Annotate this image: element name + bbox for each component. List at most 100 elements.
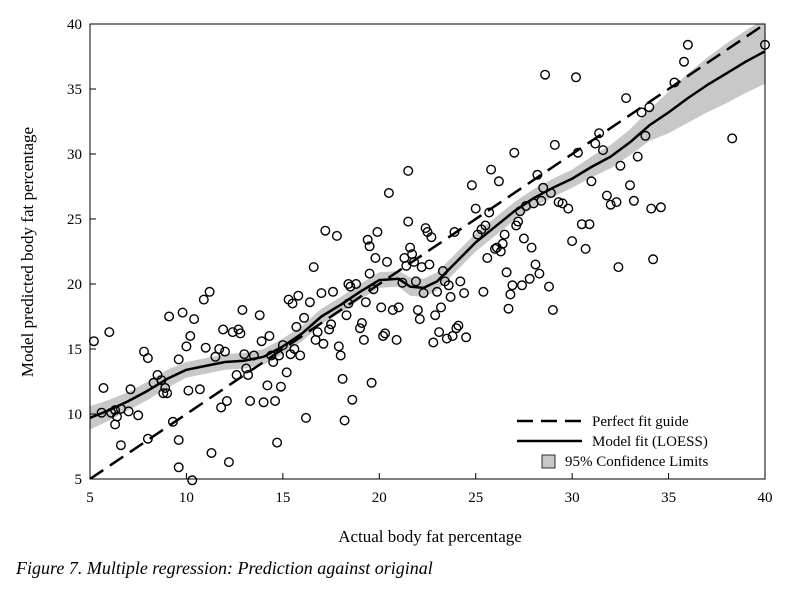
data-point <box>304 297 315 308</box>
data-point <box>156 375 167 386</box>
data-point <box>291 321 302 332</box>
data-point <box>679 56 690 67</box>
y-tick-label: 10 <box>67 407 82 423</box>
data-point <box>459 288 470 299</box>
legend: Perfect fit guide Model fit (LOESS) 95% … <box>517 414 708 470</box>
data-point <box>412 305 423 316</box>
data-point <box>445 292 456 303</box>
data-point <box>478 286 489 297</box>
data-point <box>331 230 342 241</box>
data-point <box>347 394 358 405</box>
data-point <box>177 307 188 318</box>
data-point <box>403 165 414 176</box>
data-point <box>110 405 121 416</box>
data-point <box>432 286 443 297</box>
data-point <box>605 199 616 210</box>
y-tick-label: 30 <box>67 147 82 163</box>
data-point <box>501 267 512 278</box>
y-tick-label: 5 <box>75 472 83 488</box>
data-point <box>598 145 609 156</box>
data-point <box>490 243 501 254</box>
data-point <box>391 334 402 345</box>
data-point <box>200 342 211 353</box>
data-point <box>414 314 425 325</box>
data-point <box>594 128 605 139</box>
data-point <box>655 202 666 213</box>
data-point <box>428 337 439 348</box>
data-point <box>461 332 472 343</box>
data-point <box>258 397 269 408</box>
data-point <box>455 276 466 287</box>
x-tick-label: 30 <box>565 490 580 506</box>
data-point <box>343 279 354 290</box>
data-point <box>615 160 626 171</box>
data-point <box>243 370 254 381</box>
data-point <box>443 280 454 291</box>
data-point <box>256 336 267 347</box>
data-point <box>669 77 680 88</box>
data-point <box>368 284 379 295</box>
data-point <box>204 286 215 297</box>
data-point <box>545 187 556 198</box>
x-tick-label: 5 <box>86 490 94 506</box>
data-point <box>219 346 230 357</box>
data-point <box>274 350 285 361</box>
data-point <box>216 402 227 413</box>
data-point <box>547 305 558 316</box>
data-point <box>470 203 481 214</box>
data-point <box>214 344 225 355</box>
data-point <box>484 207 495 218</box>
data-point <box>299 312 310 323</box>
data-point <box>544 281 555 292</box>
figure-caption: Figure 7. Multiple regression: Predictio… <box>16 558 433 578</box>
y-tick-label: 25 <box>67 212 82 228</box>
data-point <box>158 388 169 399</box>
data-point <box>410 276 421 287</box>
data-point <box>318 338 329 349</box>
axis-ticks-layer: 5 10 15 20 25 30 35 40 5 10 15 20 25 30 35 40 <box>67 17 773 506</box>
data-point <box>580 243 591 254</box>
x-tick-label: 40 <box>758 490 773 506</box>
data-point <box>434 327 445 338</box>
data-point <box>482 252 493 263</box>
data-point <box>409 256 420 267</box>
x-tick-label: 25 <box>468 490 483 506</box>
data-point <box>534 268 545 279</box>
data-point <box>173 435 184 446</box>
data-point <box>518 233 529 244</box>
data-point <box>295 350 306 361</box>
perfect-fit-line <box>90 24 765 479</box>
data-point <box>430 310 441 321</box>
data-point <box>403 216 414 227</box>
data-point <box>277 340 288 351</box>
data-point <box>436 302 447 313</box>
data-point <box>189 314 200 325</box>
data-point <box>509 147 520 158</box>
data-point <box>536 195 547 206</box>
data-point <box>447 331 458 342</box>
data-point <box>380 328 391 339</box>
data-point <box>104 327 115 338</box>
data-point <box>218 324 229 335</box>
data-point <box>355 323 366 334</box>
data-point <box>341 310 352 321</box>
data-point <box>198 294 209 305</box>
data-point <box>162 388 173 399</box>
data-point <box>248 350 259 361</box>
data-point <box>621 93 632 104</box>
data-point <box>142 433 153 444</box>
data-point <box>281 367 292 378</box>
data-point <box>183 385 194 396</box>
data-point <box>526 242 537 253</box>
data-point <box>517 280 528 291</box>
data-point <box>640 130 651 141</box>
data-point <box>125 384 136 395</box>
data-point <box>241 363 252 374</box>
data-point <box>584 219 595 230</box>
data-point <box>356 318 367 329</box>
data-point <box>142 353 153 364</box>
data-point <box>437 266 448 277</box>
data-point <box>187 475 198 486</box>
x-axis-title: Actual body fat percentage <box>338 527 522 546</box>
data-point <box>646 203 657 214</box>
